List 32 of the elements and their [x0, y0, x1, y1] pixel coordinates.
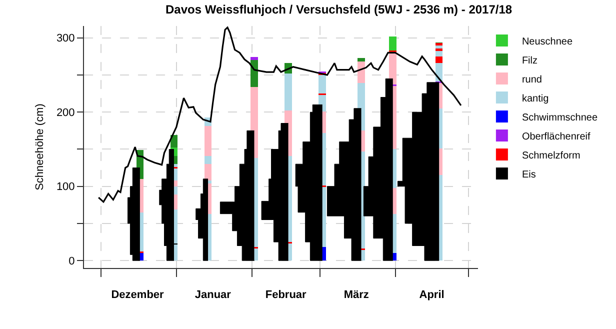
y-tick-label: 0: [68, 255, 75, 268]
bar: [358, 58, 365, 62]
bar: [435, 45, 443, 48]
line-series: [98, 26, 462, 203]
legend-label: kantig: [522, 93, 549, 104]
y-tick-label: 200: [56, 106, 75, 119]
x-tick-label: Februar: [265, 289, 308, 302]
legend-label: Eis: [522, 169, 536, 180]
bar: [284, 74, 292, 111]
legend-label: Filz: [522, 55, 538, 66]
legend-label: Oberflächenreif: [522, 131, 591, 142]
bar: [435, 56, 443, 64]
legend-label: Neuschnee: [522, 36, 573, 48]
y-tick-label: 100: [56, 181, 75, 194]
bar: [204, 156, 212, 164]
legend-label: Schmelzform: [522, 150, 580, 162]
x-tick-label: März: [344, 289, 370, 302]
chart-title: Davos Weissfluhjoch / Versuchsfeld (5WJ - 2536 m) - 2017/18: [166, 2, 512, 16]
legend-label: rund: [522, 74, 542, 86]
x-tick-label: Dezember: [111, 289, 165, 302]
x-tick-label: April: [419, 289, 444, 302]
bar: [250, 60, 258, 87]
bar: [204, 126, 212, 156]
legend-label: Schwimmschnee: [522, 112, 598, 124]
bar: [204, 164, 212, 180]
y-tick-label: 300: [56, 32, 75, 45]
bar: [389, 36, 397, 50]
bar: [250, 57, 258, 60]
y-axis-title: Schneehöhe (cm): [34, 104, 46, 190]
x-tick-label: Januar: [194, 289, 232, 302]
bar: [435, 51, 443, 56]
bar: [358, 62, 365, 84]
